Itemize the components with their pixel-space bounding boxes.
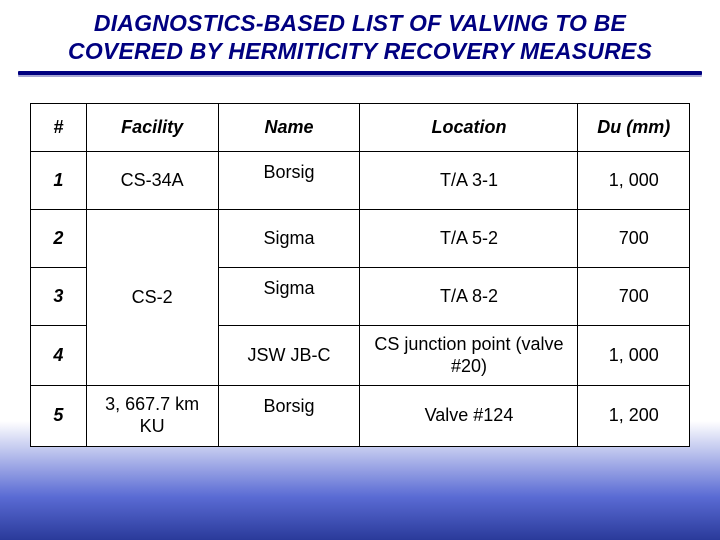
slide: DIAGNOSTICS-BASED LIST OF VALVING TO BE … <box>0 0 720 540</box>
cell-name: JSW JB-C <box>218 326 360 386</box>
title-line-1: DIAGNOSTICS-BASED LIST OF VALVING TO BE <box>94 10 626 36</box>
cell-du: 700 <box>578 268 690 326</box>
cell-location: Valve #124 <box>360 386 578 446</box>
cell-facility: 3, 667.7 km KU <box>86 386 218 446</box>
cell-location: T/A 8-2 <box>360 268 578 326</box>
cell-name: Sigma <box>218 210 360 268</box>
cell-num: 1 <box>31 152 87 210</box>
col-header-number: # <box>31 104 87 152</box>
cell-num: 4 <box>31 326 87 386</box>
cell-num: 3 <box>31 268 87 326</box>
cell-du: 1, 200 <box>578 386 690 446</box>
cell-name: Borsig <box>218 152 360 210</box>
cell-facility: CS-2 <box>86 210 218 386</box>
table-row: 2 CS-2 Sigma T/A 5-2 700 <box>31 210 690 268</box>
col-header-facility: Facility <box>86 104 218 152</box>
col-header-du: Du (mm) <box>578 104 690 152</box>
cell-num: 2 <box>31 210 87 268</box>
slide-title: DIAGNOSTICS-BASED LIST OF VALVING TO BE … <box>18 10 702 65</box>
title-line-2: COVERED BY HERMITICITY RECOVERY MEASURES <box>68 38 652 64</box>
cell-num: 5 <box>31 386 87 446</box>
table-row: 1 CS-34A Borsig T/A 3-1 1, 000 <box>31 152 690 210</box>
col-header-location: Location <box>360 104 578 152</box>
title-underline <box>18 71 702 75</box>
cell-du: 1, 000 <box>578 326 690 386</box>
cell-du: 700 <box>578 210 690 268</box>
cell-name: Borsig <box>218 386 360 446</box>
cell-name: Sigma <box>218 268 360 326</box>
cell-location: CS junction point (valve #20) <box>360 326 578 386</box>
cell-location: T/A 3-1 <box>360 152 578 210</box>
table-container: # Facility Name Location Du (mm) 1 CS-34… <box>30 103 690 446</box>
valving-table: # Facility Name Location Du (mm) 1 CS-34… <box>30 103 690 446</box>
cell-facility: CS-34A <box>86 152 218 210</box>
table-row: 5 3, 667.7 km KU Borsig Valve #124 1, 20… <box>31 386 690 446</box>
table-header-row: # Facility Name Location Du (mm) <box>31 104 690 152</box>
cell-location: T/A 5-2 <box>360 210 578 268</box>
col-header-name: Name <box>218 104 360 152</box>
cell-du: 1, 000 <box>578 152 690 210</box>
